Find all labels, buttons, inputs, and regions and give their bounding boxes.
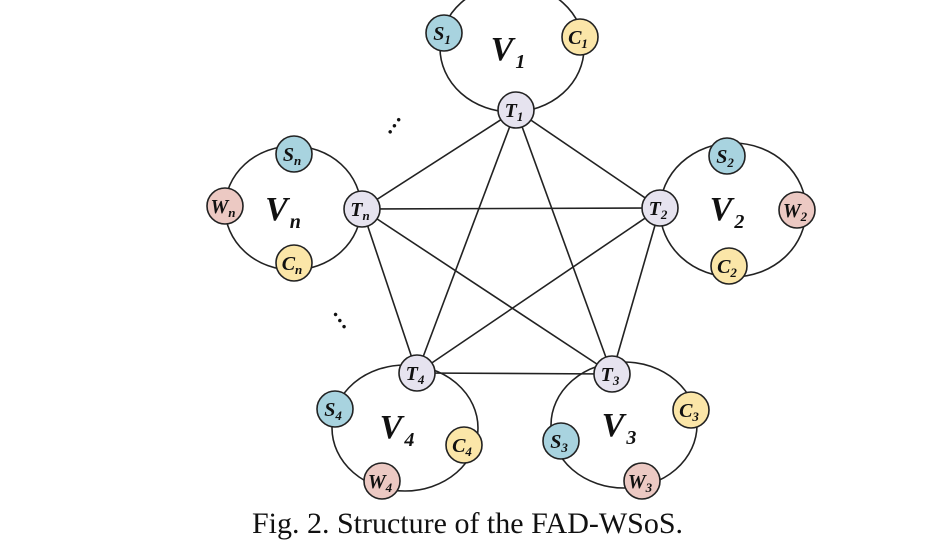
node-label-c3: C3 [679,400,699,424]
node-t1: T1 [497,91,535,129]
node-label-t2: T2 [649,198,668,222]
node-circle-cn [275,244,313,282]
figure-caption: Fig. 2. Structure of the FAD-WSoS. [251,507,684,540]
link-t1-t2 [515,109,661,209]
node-s3: S3 [542,422,580,460]
node-circle-w2 [778,191,816,229]
node-label-s2: S2 [716,146,734,170]
node-circle-s4 [316,390,354,428]
node-circle-w4 [363,462,401,500]
node-circle-t3 [593,355,631,393]
ellipsis-top: … [373,106,406,138]
node-t3: T3 [593,355,631,393]
node-sn: Sn [275,135,313,173]
node-circle-c2 [710,247,748,285]
cluster-labels: V 1 V 2 V 3 V 4 V n [265,31,744,451]
node-circle-s2 [708,137,746,175]
node-circle-w3 [623,462,661,500]
link-t3-tn [361,208,613,375]
node-label-s4: S4 [324,399,342,423]
node-circle-c3 [672,391,710,429]
node-c4: C4 [445,426,483,464]
node-circle-t1 [497,91,535,129]
node-c1: C1 [561,18,599,56]
node-w4: W4 [363,462,401,500]
node-circle-s1 [425,14,463,52]
node-c2: C2 [710,247,748,285]
link-t1-tn [361,109,517,210]
node-label-w4: W4 [368,471,393,495]
node-label-c4: C4 [452,435,472,459]
link-t3-t4 [416,372,613,375]
node-circle-wn [206,187,244,225]
node-circle-tn [343,190,381,228]
node-circle-t4 [398,354,436,392]
node-tn: Tn [343,190,381,228]
network-nodes: T1 S1 C1 T2 S2 W2 C2 T3 C3 W3 S3 T4 S4 C4 W4 Tn Sn Wn Cn [206,14,816,500]
node-label-tn: Tn [350,199,369,223]
node-t4: T4 [398,354,436,392]
node-label-t1: T1 [505,100,524,124]
node-circle-c4 [445,426,483,464]
node-label-c2: C2 [717,256,737,280]
node-w3: W3 [623,462,661,500]
node-s4: S4 [316,390,354,428]
node-circle-sn [275,135,313,173]
node-label-s3: S3 [550,431,568,455]
cluster-rings [224,0,807,492]
node-wn: Wn [206,187,244,225]
node-s2: S2 [708,137,746,175]
node-label-t4: T4 [406,363,425,387]
link-t2-tn [361,207,661,210]
link-t2-t3 [611,207,661,375]
node-label-w3: W3 [628,471,653,495]
node-circle-t2 [641,189,679,227]
node-label-sn: Sn [283,144,301,168]
node-circle-c1 [561,18,599,56]
link-t1-t3 [515,109,613,375]
node-t2: T2 [641,189,679,227]
backbone-links [361,109,661,375]
link-t4-tn [361,208,418,374]
node-cn: Cn [275,244,313,282]
node-label-wn: Wn [210,196,235,220]
link-t2-t4 [416,207,661,374]
node-s1: S1 [425,14,463,52]
ellipsis-bottom: … [329,302,362,334]
link-t1-t4 [416,109,517,374]
node-label-w2: W2 [783,200,808,224]
node-c3: C3 [672,391,710,429]
node-label-t3: T3 [601,364,620,388]
node-circle-s3 [542,422,580,460]
node-label-c1: C1 [568,27,588,51]
node-label-s1: S1 [433,23,451,47]
node-label-cn: Cn [282,253,303,277]
node-w2: W2 [778,191,816,229]
